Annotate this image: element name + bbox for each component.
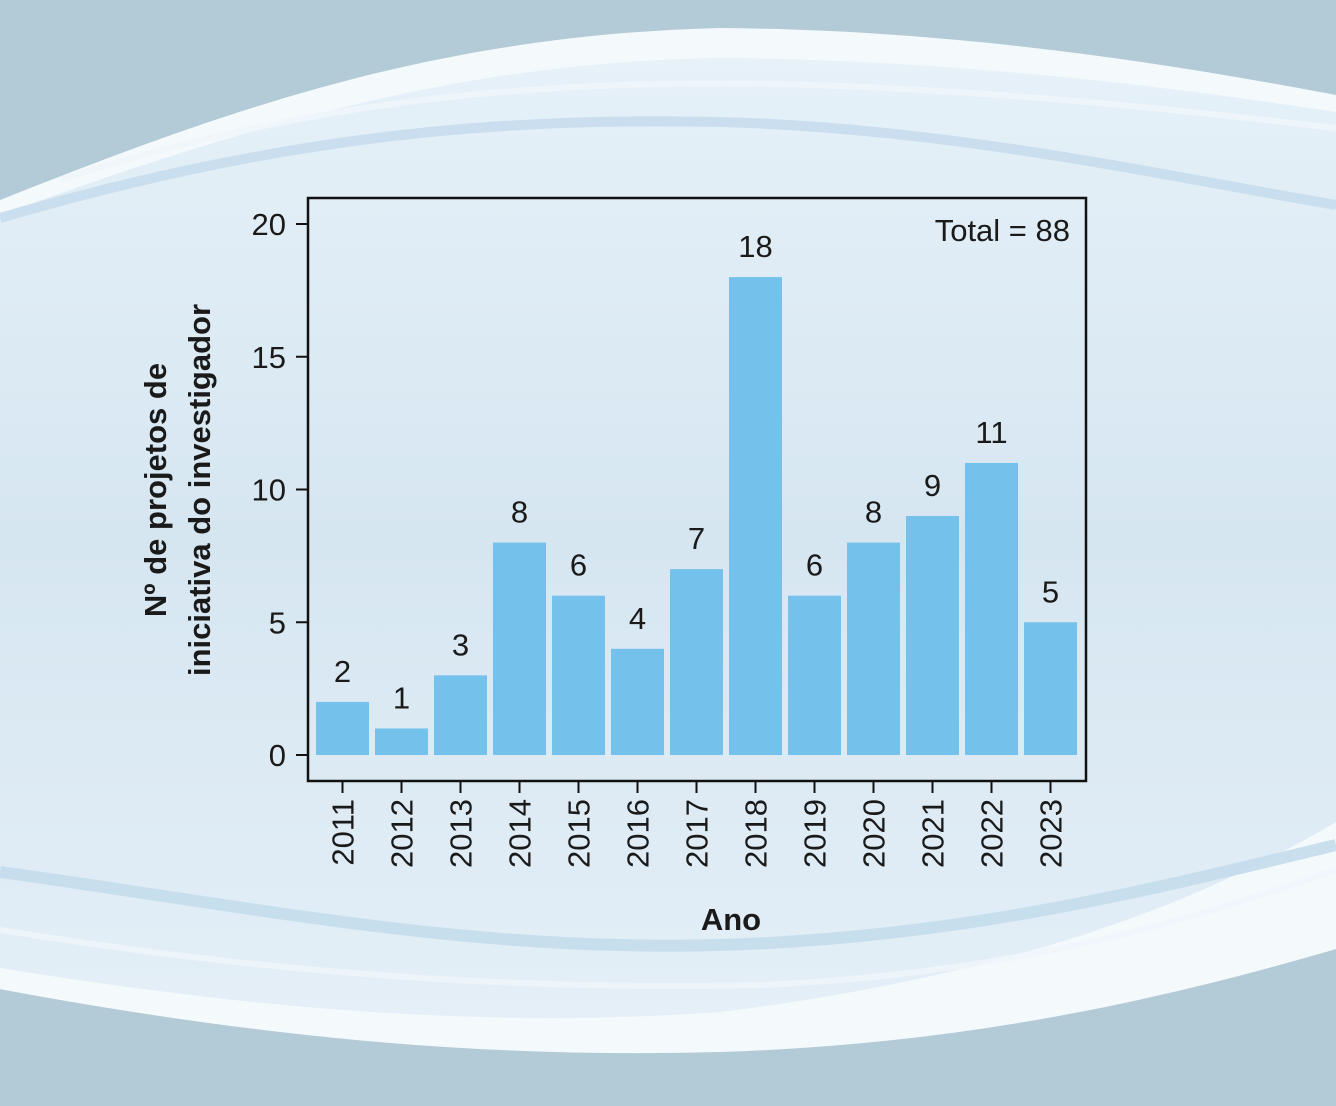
- x-tick-label-2017: 2017: [680, 799, 715, 868]
- y-tick-label-20: 20: [252, 207, 286, 242]
- wave-bottom-mask: [0, 945, 1336, 1101]
- bar-2017: [670, 569, 723, 755]
- data-label-2021: 9: [924, 468, 941, 503]
- wave-band-bottom: [0, 839, 1336, 952]
- x-tick-label-2016: 2016: [621, 799, 656, 868]
- data-label-2016: 4: [629, 601, 646, 636]
- data-label-2019: 6: [806, 548, 823, 583]
- total-annotation: Total = 88: [935, 213, 1070, 248]
- bar-2021: [906, 516, 959, 755]
- wave-band-top-light: [59, 80, 1336, 183]
- x-axis-label: Ano: [701, 902, 761, 937]
- plot-area: 2201112012320138201462015420167201718201…: [138, 196, 1088, 937]
- bar-2019: [788, 595, 841, 755]
- bar-2016: [611, 648, 664, 755]
- wave-band-top: [0, 116, 1336, 223]
- data-label-2023: 5: [1042, 574, 1059, 609]
- x-tick-label-2023: 2023: [1034, 799, 1069, 868]
- bar-2018: [729, 277, 782, 755]
- bar-2012: [375, 728, 428, 755]
- data-label-2020: 8: [865, 495, 882, 530]
- x-tick-label-2015: 2015: [562, 799, 597, 868]
- wave-band-bottom-light: [0, 867, 1336, 989]
- data-label-2014: 8: [511, 495, 528, 530]
- data-label-2015: 6: [570, 548, 587, 583]
- y-axis-label-line-1: Nº de projetos de: [138, 363, 173, 617]
- bar-2014: [493, 542, 546, 755]
- data-label-2012: 1: [393, 680, 410, 715]
- bar-2011: [316, 701, 369, 755]
- wave-bottom-edge: [0, 941, 1336, 1054]
- x-tick-label-2019: 2019: [798, 799, 833, 868]
- bar-2022: [965, 462, 1018, 755]
- x-tick-label-2020: 2020: [857, 799, 892, 868]
- wave-background: [0, 28, 1336, 1101]
- y-tick-label-0: 0: [269, 738, 286, 773]
- x-tick-label-2013: 2013: [444, 799, 479, 868]
- bar-2020: [847, 542, 900, 755]
- bar-2013: [434, 675, 487, 755]
- x-tick-label-2011: 2011: [326, 799, 361, 866]
- data-label-2013: 3: [452, 627, 469, 662]
- y-axis-label-line-2: iniciativa do investigador: [182, 304, 217, 676]
- bar-2023: [1024, 622, 1077, 755]
- y-tick-label-15: 15: [252, 340, 286, 375]
- data-label-2011: 2: [334, 654, 351, 689]
- x-tick-label-2018: 2018: [739, 799, 774, 868]
- y-tick-label-10: 10: [252, 473, 286, 508]
- wave-panel: [0, 58, 1336, 1018]
- x-tick-label-2012: 2012: [385, 799, 420, 868]
- data-label-2018: 18: [738, 229, 772, 264]
- data-label-2022: 11: [975, 415, 1007, 450]
- y-tick-label-5: 5: [269, 605, 286, 640]
- data-label-2017: 7: [688, 521, 705, 556]
- x-tick-label-2021: 2021: [916, 799, 951, 868]
- bar-2015: [552, 595, 605, 755]
- x-tick-label-2022: 2022: [975, 799, 1010, 868]
- x-tick-label-2014: 2014: [503, 799, 538, 868]
